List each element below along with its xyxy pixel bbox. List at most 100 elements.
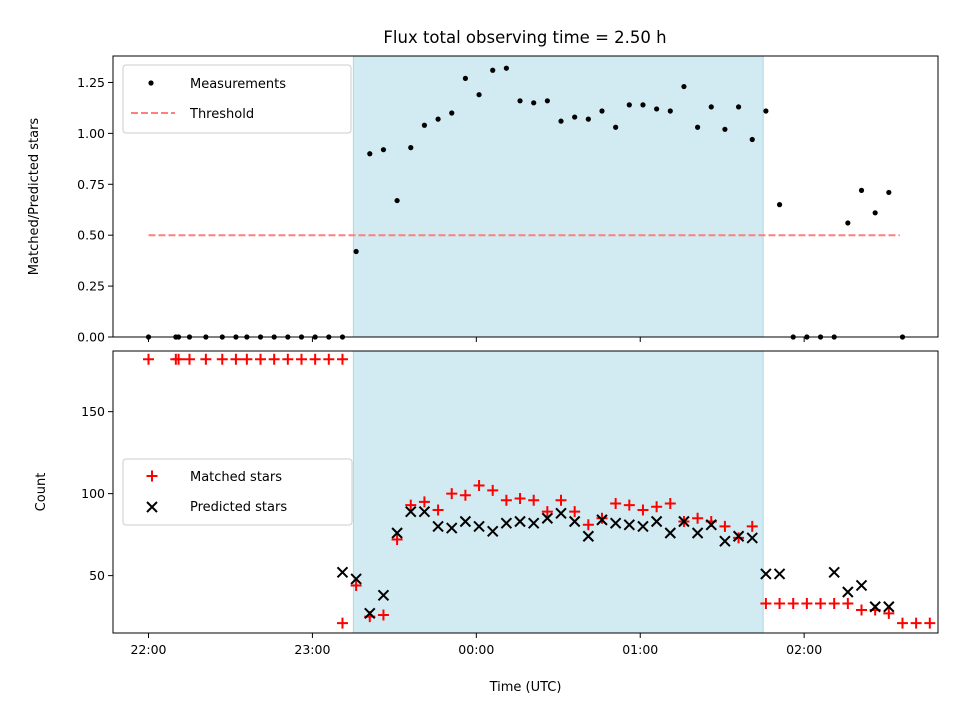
measurement-point (462, 75, 469, 81)
measurement-point (667, 108, 673, 114)
y-tick-label: 0.25 (77, 279, 105, 294)
matched-point (828, 597, 840, 609)
ratio-legend-box (122, 64, 352, 134)
y-tick-label: 0.75 (77, 177, 105, 192)
matched-point (336, 617, 348, 629)
matched-point (183, 353, 195, 365)
measurement-point (749, 136, 755, 143)
measurement-point (544, 98, 550, 104)
matched-point (596, 512, 608, 524)
measurement-point (654, 106, 660, 112)
matched-point (391, 534, 403, 546)
matched-point (241, 353, 253, 365)
matched-point (569, 506, 581, 518)
ratio-series (145, 65, 906, 340)
predicted-point (869, 601, 881, 613)
legend-marker-matched (146, 470, 158, 482)
predicted-point (391, 527, 403, 539)
predicted-point (855, 579, 868, 592)
matched-point (746, 520, 758, 532)
y-tick-label: 0.00 (77, 330, 105, 345)
measurement-point (449, 110, 455, 116)
predicted-point (541, 512, 554, 524)
predicted-point (555, 507, 567, 520)
matched-point (200, 353, 212, 365)
matched-point (255, 353, 267, 365)
matched-point (143, 353, 155, 365)
predicted-point (500, 517, 513, 529)
measurement-point (572, 114, 578, 120)
measurement-point (380, 147, 387, 153)
predicted-point (650, 515, 663, 528)
predicted-point (842, 586, 854, 598)
matched-point (473, 479, 485, 491)
ratio-ylabel: Matched/Predicted stars (27, 118, 42, 276)
matched-point (787, 597, 799, 609)
matched-point (842, 597, 854, 609)
legend-label-predicted: Predicted stars (190, 500, 287, 515)
predicted-point (514, 515, 526, 528)
matched-point (418, 496, 430, 508)
matched-point (733, 532, 745, 544)
matched-point (459, 489, 471, 501)
observing-window-shade (352, 350, 764, 634)
measurement-point (640, 102, 646, 108)
measurement-point (722, 126, 728, 132)
y-tick-label: 0.50 (77, 228, 105, 243)
legend-label-threshold: Threshold (189, 107, 254, 122)
predicted-point (596, 514, 608, 526)
predicted-point (678, 515, 690, 528)
matched-point (801, 597, 813, 609)
matched-point (309, 353, 321, 365)
predicted-point (459, 515, 472, 528)
count-legend-box (122, 458, 353, 526)
measurement-point (886, 189, 892, 196)
predicted-point (623, 519, 636, 531)
matched-point (230, 353, 242, 365)
measurement-point (408, 145, 414, 151)
predicted-point (746, 532, 758, 544)
count-legend: Matched stars Predicted stars (122, 458, 353, 526)
legend-label-matched: Matched stars (190, 470, 282, 485)
predicted-point (364, 607, 376, 620)
ratio-legend: Measurements Threshold (122, 64, 352, 134)
measurement-point (708, 104, 714, 110)
predicted-point (705, 519, 717, 531)
measurement-point (613, 124, 619, 130)
y-tick-label: 1.25 (77, 75, 105, 90)
measurement-point (435, 116, 441, 122)
legend-marker-predicted (146, 501, 158, 513)
matched-point (282, 353, 294, 365)
ratio-observing-window (352, 55, 764, 338)
predicted-point (418, 505, 431, 518)
matched-point (692, 512, 704, 524)
measurement-point (872, 210, 878, 216)
predicted-point (883, 601, 895, 613)
x-tick-label: 01:00 (622, 642, 658, 657)
y-tick-label: 50 (89, 568, 105, 583)
measurement-point (353, 248, 359, 255)
predicted-point (446, 522, 458, 534)
measurement-point (626, 102, 632, 108)
predicted-point (350, 573, 362, 585)
measurement-point (585, 116, 591, 122)
matched-point (815, 597, 827, 609)
matched-point (664, 497, 676, 509)
matched-point (514, 493, 526, 505)
predicted-point (637, 520, 649, 533)
y-tick-label: 150 (81, 404, 105, 419)
observing-window-shade (352, 55, 764, 338)
matched-point (774, 597, 786, 609)
matched-point (446, 488, 458, 500)
matched-point (336, 353, 348, 365)
ratio-frame (112, 55, 939, 338)
matched-point (350, 579, 362, 591)
matched-point (216, 353, 228, 365)
matched-point (405, 499, 417, 511)
matched-point (896, 617, 908, 629)
measurement-point (681, 83, 687, 90)
measurement-point (558, 118, 564, 124)
matched-point (268, 353, 280, 365)
